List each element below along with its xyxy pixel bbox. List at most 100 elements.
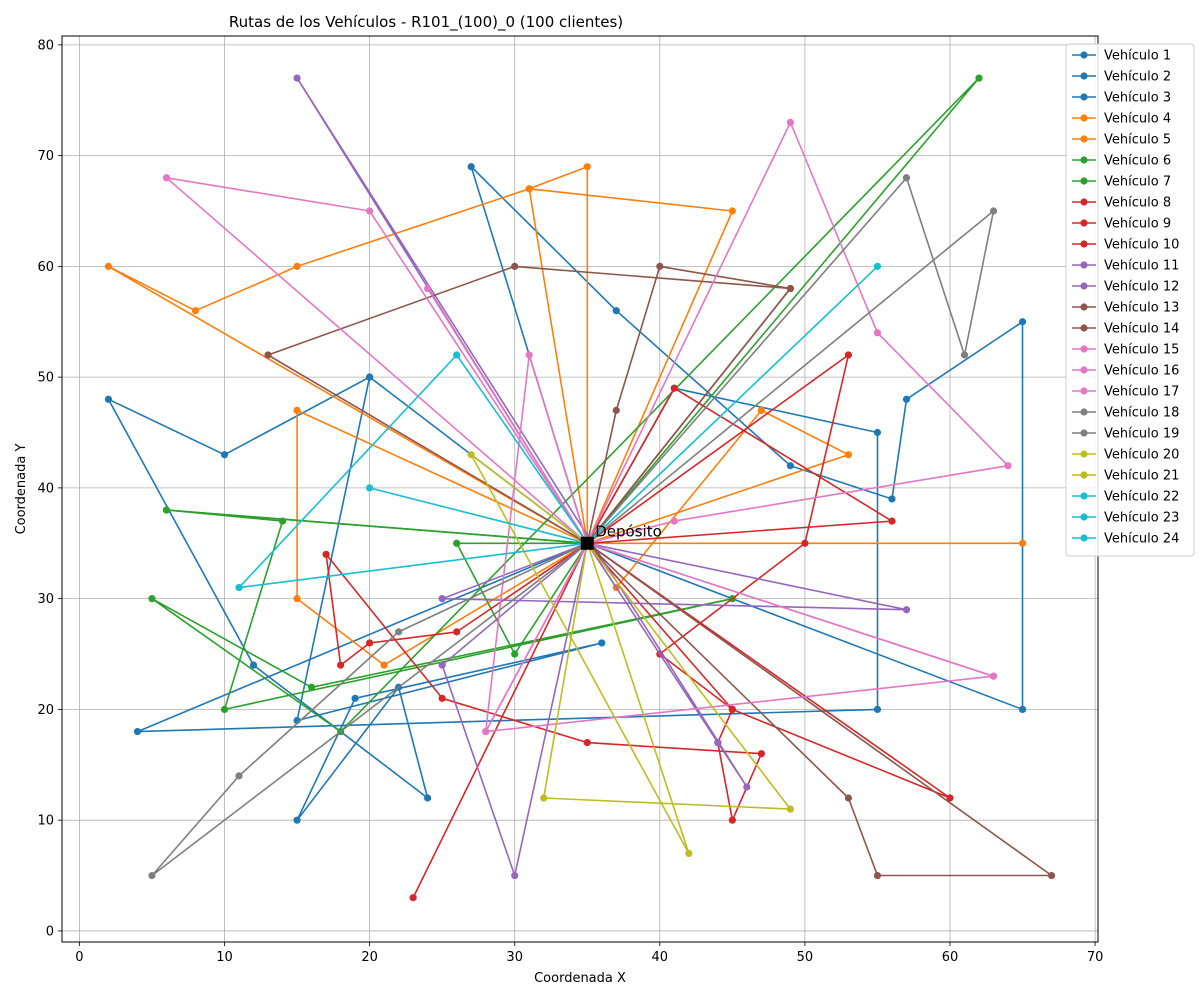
y-tick-label: 60	[37, 260, 54, 275]
route-point	[728, 816, 736, 824]
legend: Vehículo 1 Vehículo 2 Vehículo 3 Vehículo 4…	[1065, 43, 1195, 557]
legend-item: Vehículo 18	[1072, 406, 1179, 421]
route-point	[989, 207, 998, 215]
route-point	[395, 628, 403, 636]
legend-marker	[1080, 198, 1088, 206]
y-tick-label: 0	[46, 924, 54, 939]
route-point	[525, 185, 533, 193]
legend-label: Vehículo 15	[1104, 343, 1179, 358]
route-point	[902, 395, 911, 403]
route-point	[786, 805, 794, 813]
route-point	[235, 583, 243, 592]
route-point	[293, 74, 301, 82]
route-point	[728, 705, 736, 714]
route-point	[873, 262, 882, 270]
route-point	[873, 329, 882, 337]
route-series-12	[293, 74, 751, 880]
route-point	[511, 650, 519, 658]
route-point	[453, 628, 461, 636]
legend-marker	[1080, 177, 1088, 185]
route-point	[133, 727, 142, 736]
route-series-18	[583, 174, 998, 547]
route-point	[293, 595, 301, 603]
route-point	[670, 384, 678, 392]
legend-item: Vehículo 16	[1072, 364, 1179, 379]
legend-item: Vehículo 23	[1072, 511, 1179, 526]
route-point	[786, 284, 794, 293]
y-tick-label: 80	[37, 38, 54, 53]
route-point	[424, 284, 432, 293]
legend-marker	[1080, 51, 1088, 59]
legend-item: Vehículo 19	[1072, 427, 1179, 442]
legend-item: Vehículo 15	[1072, 343, 1179, 358]
route-point	[670, 517, 678, 525]
legend-item: Vehículo 1	[1072, 49, 1171, 64]
route-point	[946, 794, 954, 802]
route-point	[888, 517, 896, 525]
legend-item: Vehículo 3	[1072, 91, 1171, 106]
x-tick-label: 30	[506, 950, 523, 965]
route-point	[307, 683, 316, 691]
y-tick-label: 10	[37, 814, 54, 829]
legend-label: Vehículo 12	[1104, 280, 1179, 295]
x-tick-label: 0	[75, 950, 83, 965]
route-point	[1018, 705, 1027, 714]
route-point	[873, 871, 882, 880]
legend-item: Vehículo 2	[1072, 70, 1171, 85]
legend-item: Vehículo 22	[1072, 490, 1179, 505]
route-point	[1018, 539, 1027, 547]
route-series-8	[583, 351, 954, 802]
legend-label: Vehículo 5	[1104, 133, 1171, 148]
legend-label: Vehículo 9	[1104, 217, 1171, 232]
route-point	[366, 373, 374, 381]
y-tick-label: 70	[37, 149, 54, 164]
route-series-13	[264, 262, 794, 547]
legend-item: Vehículo 5	[1072, 133, 1171, 148]
legend-box	[1065, 43, 1195, 557]
route-point	[612, 406, 620, 414]
route-point	[293, 406, 301, 414]
x-tick-label: 60	[942, 950, 959, 965]
route-point	[409, 894, 417, 902]
route-point	[424, 794, 432, 802]
route-line	[238, 354, 588, 589]
route-point	[249, 661, 258, 669]
route-point	[844, 451, 853, 459]
route-point	[786, 118, 794, 126]
route-point	[844, 794, 853, 802]
legend-marker	[1080, 408, 1088, 416]
legend-item: Vehículo 12	[1072, 280, 1179, 295]
route-point	[757, 406, 765, 414]
depot-label: Depósito	[595, 522, 662, 540]
route-point	[467, 163, 475, 171]
x-tick-label: 50	[797, 950, 814, 965]
legend-marker	[1080, 513, 1088, 521]
legend-item: Vehículo 11	[1072, 259, 1179, 274]
legend-marker	[1080, 240, 1088, 248]
route-point	[888, 495, 896, 503]
plot-frame	[61, 35, 1099, 943]
route-line	[151, 77, 980, 733]
route-point	[511, 871, 519, 880]
legend-marker	[1080, 492, 1088, 500]
route-point	[873, 428, 882, 437]
route-point	[902, 174, 911, 182]
legend-item: Vehículo 13	[1072, 301, 1179, 316]
legend-marker	[1080, 534, 1088, 542]
route-point	[438, 661, 446, 669]
route-line	[325, 542, 763, 822]
legend-item: Vehículo 21	[1072, 469, 1179, 484]
legend-item: Vehículo 20	[1072, 448, 1179, 463]
legend-item: Vehículo 14	[1072, 322, 1179, 337]
route-point	[148, 871, 156, 880]
route-point	[801, 539, 809, 547]
route-point	[366, 639, 374, 647]
legend-label: Vehículo 23	[1104, 511, 1179, 526]
route-point	[366, 484, 374, 492]
route-point	[728, 207, 736, 215]
legend-label: Vehículo 3	[1104, 91, 1171, 106]
legend-marker	[1080, 366, 1088, 374]
legend-item: Vehículo 7	[1072, 175, 1171, 190]
route-line	[470, 165, 1024, 711]
legend-marker	[1080, 324, 1088, 332]
